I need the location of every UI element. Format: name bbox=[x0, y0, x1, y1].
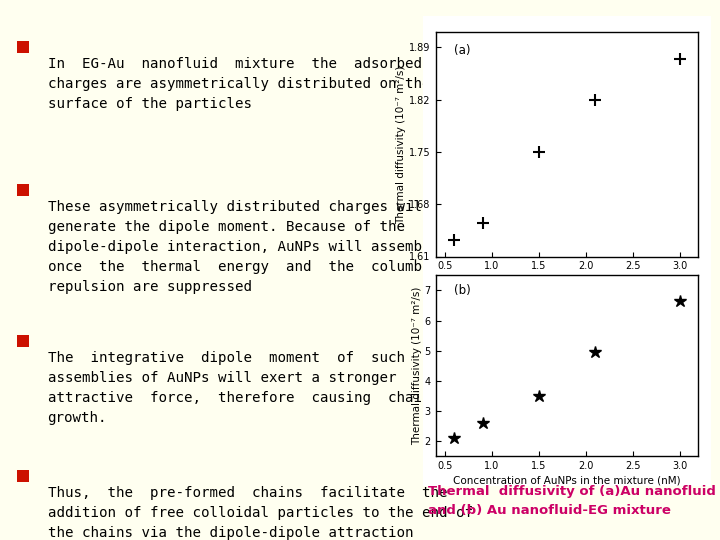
Text: Thermal  diffusivity of (a)Au nanofluid alone
and (b) Au nanofluid-EG mixture: Thermal diffusivity of (a)Au nanofluid a… bbox=[428, 485, 720, 517]
Text: The  integrative  dipole  moment  of  such
assemblies of AuNPs will exert a stro: The integrative dipole moment of such as… bbox=[48, 351, 430, 425]
Text: (a): (a) bbox=[454, 44, 470, 57]
X-axis label: Concentration of AuNPs (nM): Concentration of AuNPs (nM) bbox=[492, 275, 642, 286]
Y-axis label: Thermal diffusivity (10⁻⁷ m²/s): Thermal diffusivity (10⁻⁷ m²/s) bbox=[412, 287, 422, 445]
Text: Thus,  the  pre-formed  chains  facilitate  the
addition of free colloidal parti: Thus, the pre-formed chains facilitate t… bbox=[48, 486, 472, 540]
Y-axis label: Thermal diffusivity (10⁻⁷ m²/s): Thermal diffusivity (10⁻⁷ m²/s) bbox=[396, 65, 406, 224]
X-axis label: Concentration of AuNPs in the mixture (nM): Concentration of AuNPs in the mixture (n… bbox=[453, 475, 681, 485]
Text: These asymmetrically distributed charges will
generate the dipole moment. Becaus: These asymmetrically distributed charges… bbox=[48, 200, 438, 294]
FancyBboxPatch shape bbox=[423, 16, 711, 486]
Text: (b): (b) bbox=[454, 285, 471, 298]
Text: In  EG-Au  nanofluid  mixture  the  adsorbed
charges are asymmetrically distribu: In EG-Au nanofluid mixture the adsorbed … bbox=[48, 57, 430, 111]
